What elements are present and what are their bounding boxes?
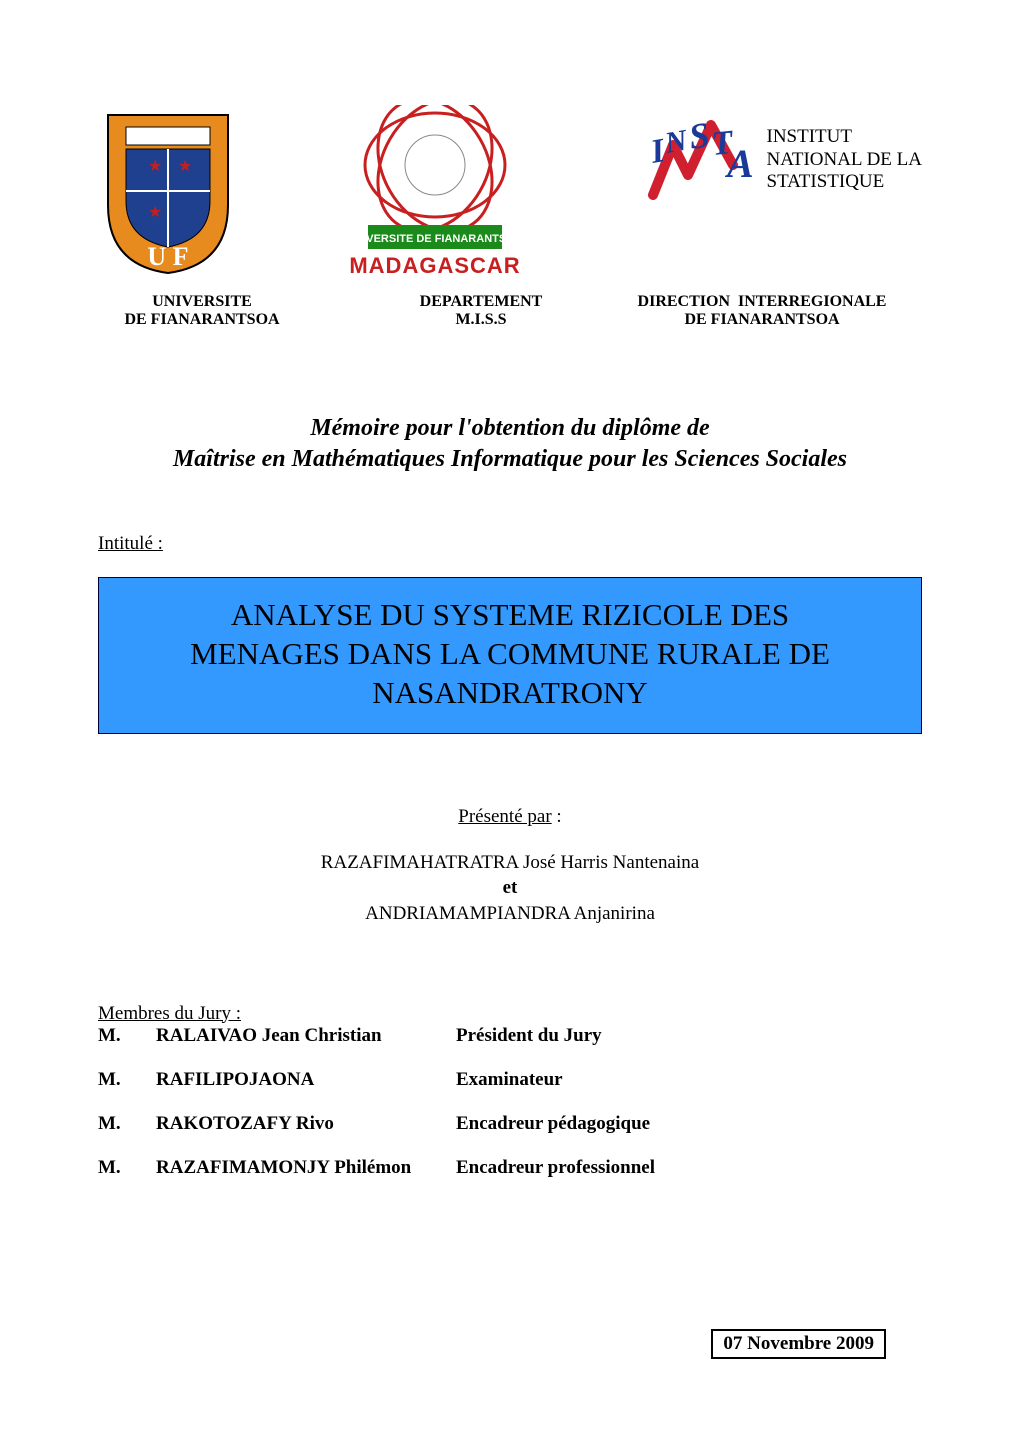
jury-role: Président du Jury xyxy=(456,1025,655,1047)
jury-prefix: M. xyxy=(98,1135,156,1179)
memoir-heading: Mémoire pour l'obtention du diplôme de M… xyxy=(98,413,922,475)
institute-line1: INSTITUT xyxy=(767,126,923,149)
jury-table: M. RALAIVAO Jean Christian Président du … xyxy=(98,1025,655,1179)
jury-row: M. RAFILIPOJAONA Examinateur xyxy=(98,1047,655,1091)
author-et: et xyxy=(98,875,922,901)
jury-row: M. RALAIVAO Jean Christian Président du … xyxy=(98,1025,655,1047)
caption-department: DEPARTEMENT M.I.S.S xyxy=(391,293,571,329)
caption-universite: UNIVERSITE DE FIANARANTSOA xyxy=(102,293,302,329)
jury-prefix: M. xyxy=(98,1091,156,1135)
presente-colon: : xyxy=(552,806,562,827)
thesis-title-box: ANALYSE DU SYSTEME RIZICOLE DES MENAGES … xyxy=(98,577,922,733)
intitule-label: Intitulé : xyxy=(98,533,922,555)
svg-text:U F: U F xyxy=(147,242,188,271)
logo2-bottom-text: MADAGASCAR xyxy=(350,253,520,278)
instat-logo: I N S T A xyxy=(633,105,753,215)
logo-col-department: UNIVERSITE DE FIANARANTSOA MADAGASCAR xyxy=(350,105,520,281)
jury-role: Encadreur pédagogique xyxy=(456,1091,655,1135)
logo2-mid-text: UNIVERSITE DE FIANARANTSOA xyxy=(350,233,520,245)
jury-heading: Membres du Jury : xyxy=(98,1003,922,1025)
header-caption-row: UNIVERSITE DE FIANARANTSOA DEPARTEMENT M… xyxy=(98,293,922,329)
author-2: ANDRIAMAMPIANDRA Anjanirina xyxy=(98,901,922,927)
svg-text:★: ★ xyxy=(148,158,162,175)
title-line2: MENAGES DANS LA COMMUNE RURALE DE xyxy=(121,635,899,674)
caption-line: UNIVERSITE xyxy=(102,293,302,311)
institute-line3: STATISTIQUE xyxy=(767,171,923,194)
svg-text:★: ★ xyxy=(178,158,192,175)
jury-role: Encadreur professionnel xyxy=(456,1135,655,1179)
caption-direction: DIRECTION INTERREGIONALE DE FIANARANTSOA xyxy=(602,293,922,329)
caption-line: DE FIANARANTSOA xyxy=(102,311,302,329)
author-1: RAZAFIMAHATRATRA José Harris Nantenaina xyxy=(98,850,922,876)
presente-label: Présenté par xyxy=(458,806,551,827)
authors-block: RAZAFIMAHATRATRA José Harris Nantenaina … xyxy=(98,850,922,927)
date-box: 07 Novembre 2009 xyxy=(711,1329,886,1359)
svg-text:★: ★ xyxy=(148,204,162,221)
institute-line2: NATIONAL DE LA xyxy=(767,149,923,172)
jury-name: RALAIVAO Jean Christian xyxy=(156,1025,456,1047)
caption-line: DEPARTEMENT xyxy=(391,293,571,311)
jury-role: Examinateur xyxy=(456,1047,655,1091)
title-line1: ANALYSE DU SYSTEME RIZICOLE DES xyxy=(121,596,899,635)
memoir-line2: Maîtrise en Mathématiques Informatique p… xyxy=(98,444,922,475)
institute-name: INSTITUT NATIONAL DE LA STATISTIQUE xyxy=(767,126,923,194)
jury-name: RAFILIPOJAONA xyxy=(156,1047,456,1091)
logo-col-universite: ★ ★ ★ U F xyxy=(98,105,238,275)
title-line3: NASANDRATRONY xyxy=(121,674,899,713)
jury-prefix: M. xyxy=(98,1047,156,1091)
jury-name: RAZAFIMAMONJY Philémon xyxy=(156,1135,456,1179)
caption-line: DIRECTION INTERREGIONALE xyxy=(602,293,922,311)
jury-row: M. RAZAFIMAMONJY Philémon Encadreur prof… xyxy=(98,1135,655,1179)
department-miss-logo: UNIVERSITE DE FIANARANTSOA MADAGASCAR xyxy=(350,105,520,281)
caption-line: DE FIANARANTSOA xyxy=(602,311,922,329)
caption-line: M.I.S.S xyxy=(391,311,571,329)
svg-text:A: A xyxy=(724,141,753,186)
universite-shield-logo: ★ ★ ★ U F xyxy=(98,105,238,275)
jury-prefix: M. xyxy=(98,1025,156,1047)
presente-par: Présenté par : xyxy=(98,806,922,828)
svg-text:S: S xyxy=(686,115,711,157)
jury-name: RAKOTOZAFY Rivo xyxy=(156,1091,456,1135)
memoir-line1: Mémoire pour l'obtention du diplôme de xyxy=(98,413,922,444)
logo-col-instat: I N S T A INSTITUT NATIONAL DE LA STATIS… xyxy=(633,105,923,215)
header-logo-row: ★ ★ ★ U F UNIVERSITE DE FIANARANTSOA MAD… xyxy=(98,105,922,281)
jury-row: M. RAKOTOZAFY Rivo Encadreur pédagogique xyxy=(98,1091,655,1135)
